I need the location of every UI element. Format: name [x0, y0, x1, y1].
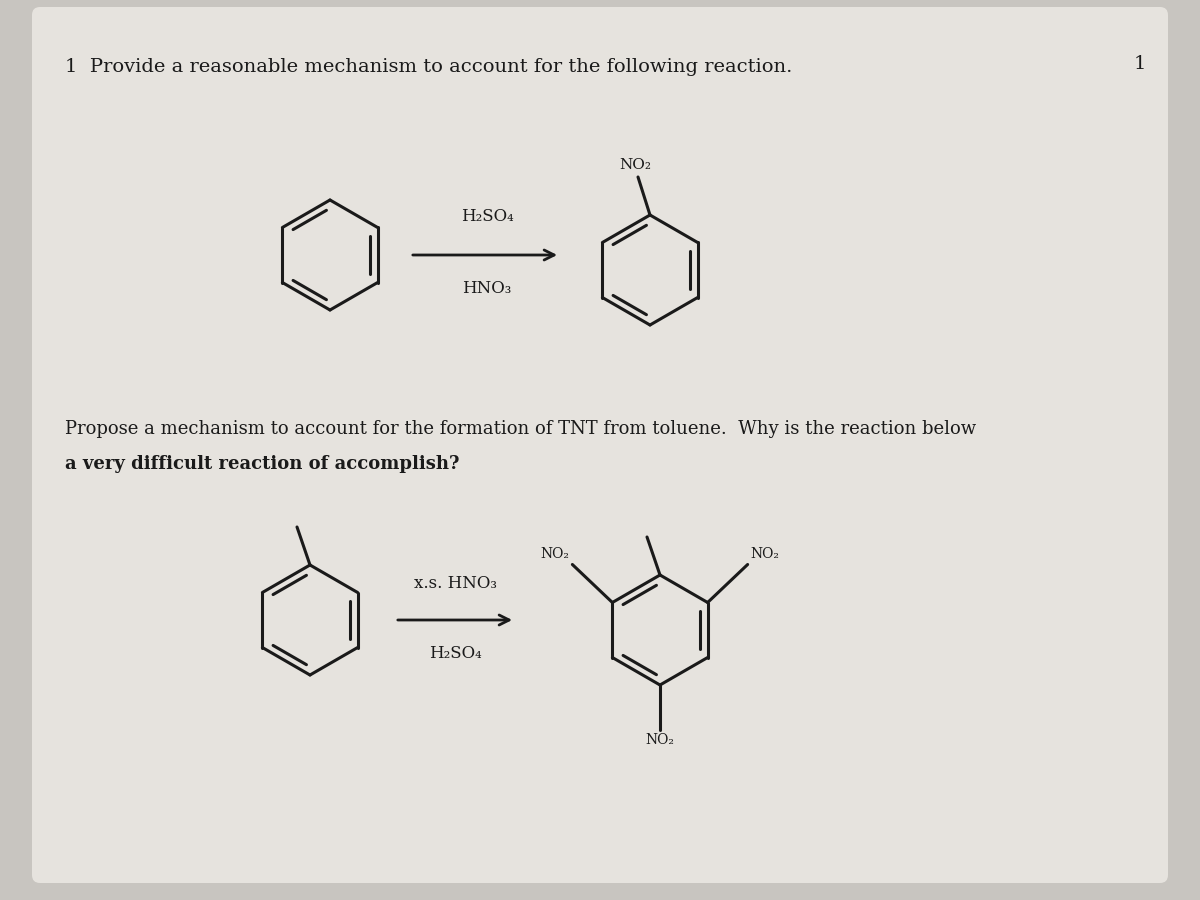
Text: H₂SO₄: H₂SO₄	[461, 208, 514, 225]
Text: NO₂: NO₂	[751, 547, 780, 562]
Text: 1: 1	[1134, 55, 1146, 73]
Text: H₂SO₄: H₂SO₄	[428, 645, 481, 662]
Text: a very difficult reaction of accomplish?: a very difficult reaction of accomplish?	[65, 455, 460, 473]
Text: NO₂: NO₂	[646, 733, 674, 747]
Text: Propose a mechanism to account for the formation of TNT from toluene.  Why is th: Propose a mechanism to account for the f…	[65, 420, 976, 438]
Text: NO₂: NO₂	[540, 547, 569, 562]
Text: NO₂: NO₂	[619, 158, 650, 172]
Text: 1  Provide a reasonable mechanism to account for the following reaction.: 1 Provide a reasonable mechanism to acco…	[65, 58, 792, 76]
FancyBboxPatch shape	[32, 7, 1168, 883]
Text: HNO₃: HNO₃	[462, 280, 511, 297]
Text: x.s. HNO₃: x.s. HNO₃	[414, 575, 497, 592]
